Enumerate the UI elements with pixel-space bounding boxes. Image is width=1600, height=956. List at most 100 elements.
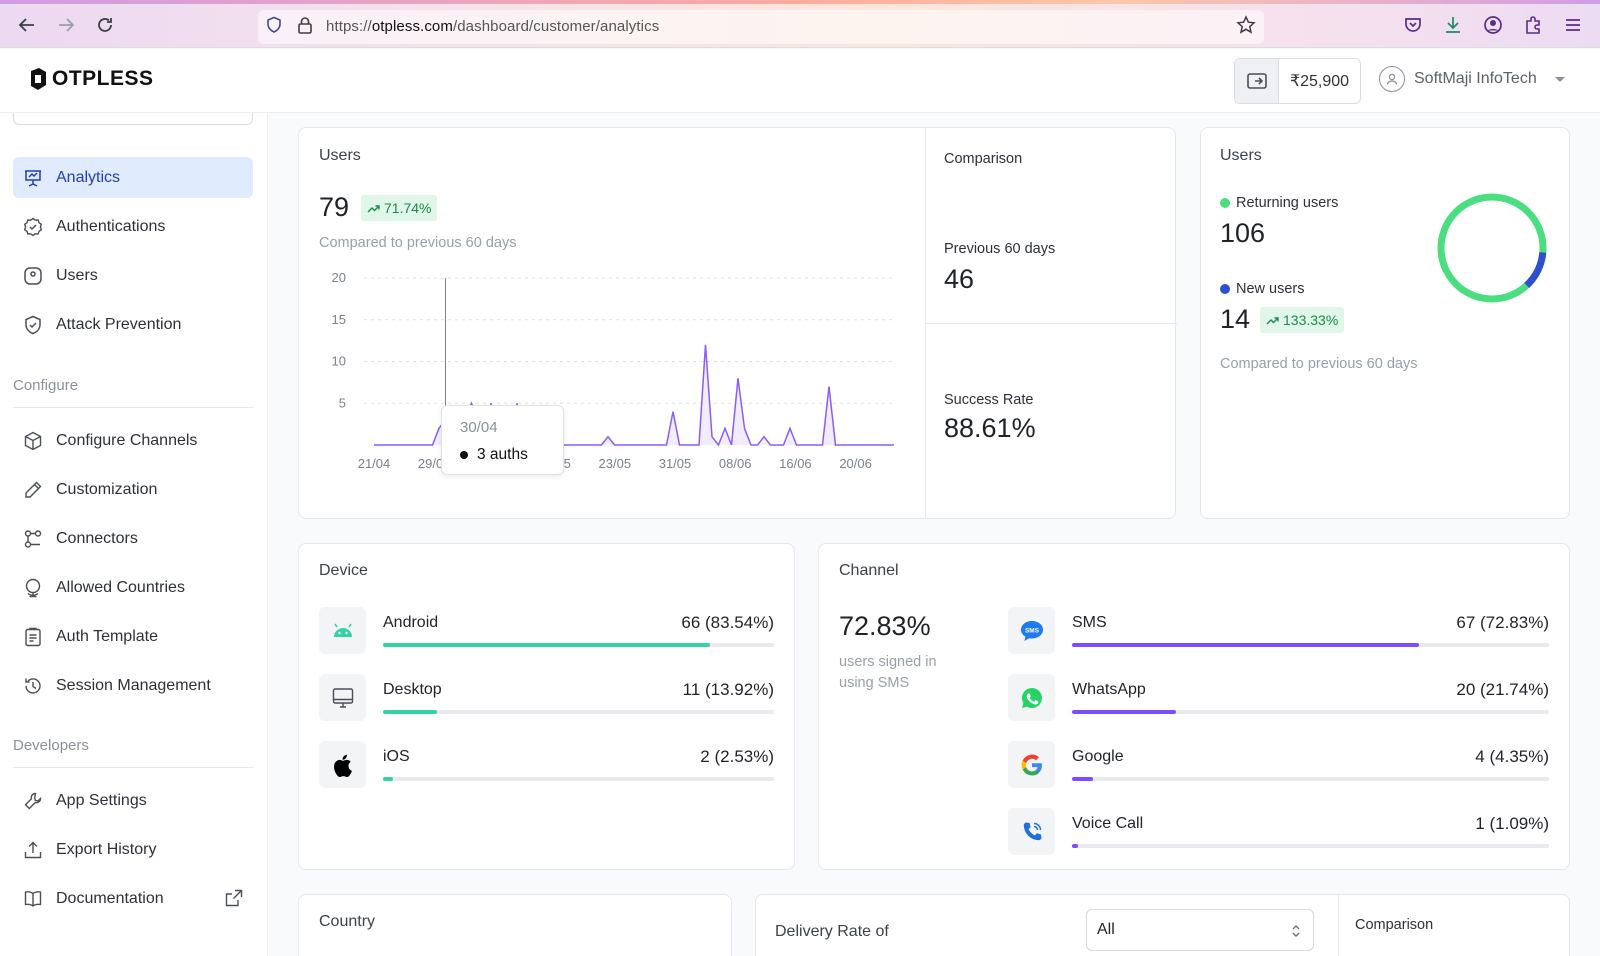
user-avatar-icon bbox=[1379, 66, 1405, 92]
phone-icon bbox=[1008, 808, 1055, 855]
sidebar-item-authentications[interactable]: Authentications bbox=[13, 206, 253, 247]
sidebar-item-label: Attack Prevention bbox=[56, 315, 182, 333]
comparison-title: Comparison bbox=[944, 151, 1023, 167]
progress-bar-fill bbox=[1072, 643, 1420, 647]
y-tick-label: 15 bbox=[332, 312, 346, 327]
menu-icon[interactable] bbox=[1562, 14, 1584, 36]
account-circle-icon[interactable] bbox=[1482, 14, 1504, 36]
row-name: SMS bbox=[1072, 614, 1107, 631]
sidebar-item-auth-template[interactable]: Auth Template bbox=[13, 616, 253, 657]
trending-up-icon bbox=[1266, 316, 1279, 324]
row-value: 20 (21.74%) bbox=[1456, 680, 1549, 699]
card-divider bbox=[925, 323, 1177, 324]
x-tick-label: 31/05 bbox=[659, 456, 692, 471]
google-icon bbox=[1008, 741, 1055, 788]
back-icon[interactable] bbox=[16, 14, 38, 36]
section-divider bbox=[13, 767, 253, 768]
svg-text:SMS: SMS bbox=[1024, 627, 1039, 634]
account-menu[interactable]: SoftMaji InfoTech bbox=[1379, 66, 1568, 92]
tooltip-dot bbox=[460, 451, 468, 459]
users-change-badge: 71.74% bbox=[361, 195, 438, 221]
progress-bar-track bbox=[1072, 643, 1549, 647]
users-count: 79 bbox=[319, 192, 350, 222]
extensions-icon[interactable] bbox=[1522, 14, 1544, 36]
sidebar-item-session-management[interactable]: Session Management bbox=[13, 665, 253, 706]
sidebar-item-app-settings[interactable]: App Settings bbox=[13, 780, 253, 821]
users-split-title: Users bbox=[1220, 147, 1262, 164]
lock-icon[interactable] bbox=[294, 14, 316, 36]
connectors-icon bbox=[22, 528, 44, 550]
donut-new-segment bbox=[1437, 193, 1547, 303]
developers-heading: Developers bbox=[13, 737, 89, 754]
returning-legend: Returning users bbox=[1220, 195, 1338, 211]
sidebar-item-label: Users bbox=[56, 266, 98, 284]
sidebar-item-users[interactable]: Users bbox=[13, 255, 253, 296]
x-tick-label: 21/04 bbox=[358, 456, 391, 471]
sidebar-item-export-history[interactable]: Export History bbox=[13, 829, 253, 870]
users-donut-chart[interactable] bbox=[1434, 190, 1550, 306]
channel-card bbox=[818, 543, 1570, 870]
users-line-chart[interactable]: 510152021/0429/0407/0515/0523/0531/0508/… bbox=[320, 262, 900, 476]
sidebar-item-allowed-countries[interactable]: Allowed Countries bbox=[13, 567, 253, 608]
chart-tooltip: 30/04 3 auths bbox=[441, 405, 564, 475]
sidebar-item-documentation[interactable]: Documentation bbox=[13, 878, 253, 919]
presentation-icon bbox=[22, 167, 44, 189]
tooltip-value-text: 3 auths bbox=[477, 446, 528, 463]
success-rate-label: Success Rate bbox=[944, 392, 1034, 408]
user-square-icon bbox=[22, 265, 44, 287]
delivery-card bbox=[755, 894, 1570, 956]
new-users-change-value: 133.33% bbox=[1283, 312, 1339, 328]
channel-title: Channel bbox=[839, 562, 899, 579]
new-legend: New users bbox=[1220, 281, 1305, 297]
row-name: Voice Call bbox=[1072, 815, 1144, 832]
progress-bar-track bbox=[1072, 844, 1549, 848]
sidebar-item-analytics[interactable]: Analytics bbox=[13, 157, 253, 198]
device-title: Device bbox=[319, 562, 368, 579]
success-rate-value: 88.61% bbox=[944, 413, 1036, 443]
progress-bar-fill bbox=[1072, 844, 1078, 848]
globe-icon bbox=[22, 577, 44, 599]
delivery-filter-select[interactable]: All bbox=[1086, 909, 1314, 951]
pocket-icon[interactable] bbox=[1402, 14, 1424, 36]
otpless-logo[interactable]: OTPLESS bbox=[28, 67, 154, 91]
users-card-title: Users bbox=[319, 147, 361, 164]
sidebar-search-input[interactable] bbox=[13, 113, 253, 125]
reload-icon[interactable] bbox=[94, 14, 116, 36]
sidebar-item-label: Authentications bbox=[56, 217, 166, 235]
progress-bar-track bbox=[1072, 777, 1549, 781]
sidebar-item-label: Connectors bbox=[56, 529, 138, 547]
template-icon bbox=[22, 626, 44, 648]
y-tick-label: 10 bbox=[332, 354, 346, 369]
x-tick-label: 16/06 bbox=[779, 456, 812, 471]
progress-bar-track bbox=[383, 710, 774, 714]
row-name: iOS bbox=[383, 748, 410, 765]
sidebar-item-label: App Settings bbox=[56, 791, 147, 809]
shield-icon[interactable] bbox=[263, 14, 285, 36]
sidebar-item-attack-prevention[interactable]: Attack Prevention bbox=[13, 304, 253, 345]
wallet-balance-button[interactable]: ₹25,900 bbox=[1234, 58, 1361, 104]
previous-label: Previous 60 days bbox=[944, 241, 1056, 257]
external-link-icon bbox=[224, 888, 244, 913]
forward-icon[interactable] bbox=[55, 14, 77, 36]
wallet-amount: ₹25,900 bbox=[1289, 73, 1350, 90]
url-path: /dashboard/customer/analytics bbox=[452, 18, 660, 35]
x-tick-label: 08/06 bbox=[719, 456, 752, 471]
download-icon[interactable] bbox=[1442, 14, 1464, 36]
row-value: 1 (1.09%) bbox=[1475, 814, 1549, 833]
sidebar-item-connectors[interactable]: Connectors bbox=[13, 518, 253, 559]
row-value: 2 (2.53%) bbox=[700, 747, 774, 766]
sidebar-item-configure-channels[interactable]: Configure Channels bbox=[13, 420, 253, 461]
sidebar-item-label: Analytics bbox=[56, 168, 121, 186]
address-bar[interactable] bbox=[258, 10, 1264, 44]
section-divider bbox=[13, 407, 253, 408]
star-icon[interactable] bbox=[1235, 14, 1257, 36]
sidebar-item-customization[interactable]: Customization bbox=[13, 469, 253, 510]
browser-toolbar: https://otpless.com/dashboard/customer/a… bbox=[0, 0, 1600, 48]
row-name: WhatsApp bbox=[1072, 681, 1146, 698]
apple-icon bbox=[319, 741, 366, 788]
monitor-icon bbox=[319, 674, 366, 721]
trending-up-icon bbox=[367, 204, 380, 212]
sidebar-item-label: Auth Template bbox=[56, 627, 158, 645]
progress-bar-fill bbox=[1072, 777, 1093, 781]
url-text[interactable]: https://otpless.com/dashboard/customer/a… bbox=[326, 18, 659, 35]
